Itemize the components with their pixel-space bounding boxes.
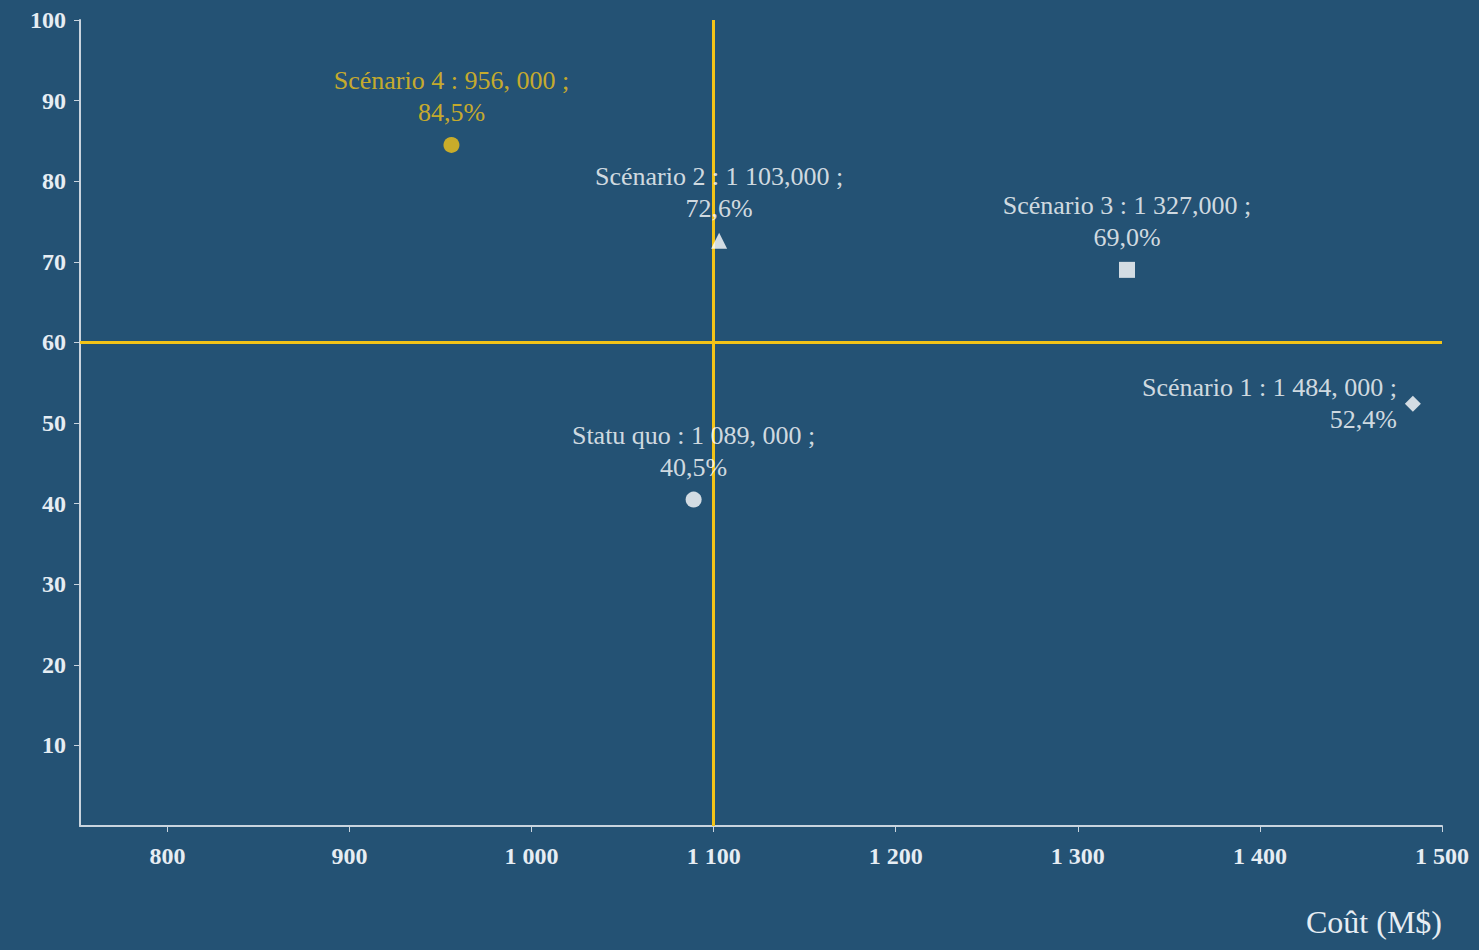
svg-text:30: 30 <box>42 571 66 597</box>
svg-text:Statu quo : 1 089, 000 ;: Statu quo : 1 089, 000 ; <box>572 421 815 450</box>
svg-text:52,4%: 52,4% <box>1330 405 1397 434</box>
svg-text:84,5%: 84,5% <box>418 98 485 127</box>
svg-text:1 100: 1 100 <box>687 843 741 869</box>
svg-text:50: 50 <box>42 410 66 436</box>
svg-text:1 200: 1 200 <box>869 843 923 869</box>
svg-text:20: 20 <box>42 652 66 678</box>
svg-text:Scénario 1 : 1 484, 000 ;: Scénario 1 : 1 484, 000 ; <box>1142 373 1397 402</box>
svg-text:70: 70 <box>42 249 66 275</box>
svg-text:80: 80 <box>42 168 66 194</box>
svg-text:1 500: 1 500 <box>1415 843 1469 869</box>
svg-text:1 300: 1 300 <box>1051 843 1105 869</box>
svg-text:100: 100 <box>30 7 66 33</box>
svg-text:1 400: 1 400 <box>1233 843 1287 869</box>
svg-text:10: 10 <box>42 732 66 758</box>
svg-text:1 000: 1 000 <box>505 843 559 869</box>
svg-text:800: 800 <box>149 843 185 869</box>
svg-text:90: 90 <box>42 88 66 114</box>
svg-text:40,5%: 40,5% <box>660 453 727 482</box>
svg-text:40: 40 <box>42 491 66 517</box>
svg-text:900: 900 <box>331 843 367 869</box>
svg-text:72,6%: 72,6% <box>686 194 753 223</box>
svg-text:Scénario 2 : 1 103,000 ;: Scénario 2 : 1 103,000 ; <box>595 162 843 191</box>
svg-text:Scénario 4 : 956, 000 ;: Scénario 4 : 956, 000 ; <box>334 66 569 95</box>
svg-text:Scénario 3 : 1 327,000 ;: Scénario 3 : 1 327,000 ; <box>1003 191 1251 220</box>
svg-text:Coût (M$): Coût (M$) <box>1306 904 1442 940</box>
svg-text:60: 60 <box>42 329 66 355</box>
svg-text:69,0%: 69,0% <box>1093 223 1160 252</box>
